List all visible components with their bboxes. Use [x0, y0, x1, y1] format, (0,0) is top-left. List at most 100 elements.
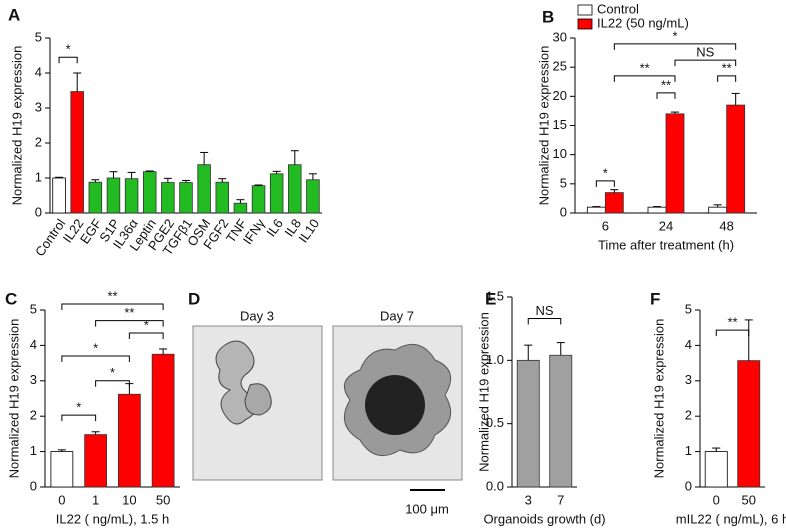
- bar: [142, 171, 157, 214]
- significance-label: *: [144, 317, 149, 332]
- significance-label: *: [672, 28, 677, 43]
- y-tick-label: 15: [553, 117, 567, 132]
- bar: [288, 164, 302, 214]
- bar: [118, 393, 141, 488]
- bar: [70, 91, 84, 214]
- y-tick-label: 4: [685, 337, 692, 352]
- y-tick-label: 30: [553, 29, 567, 44]
- y-axis-label: Normalized H19 expression: [476, 312, 491, 472]
- significance-bracket: [61, 355, 130, 363]
- significance-label: **: [107, 288, 117, 303]
- y-tick-label: 0.5: [486, 415, 504, 430]
- y-tick-label: 4: [35, 64, 42, 79]
- bar: [84, 434, 107, 488]
- significance-bracket: [717, 75, 737, 82]
- y-tick-label: 1: [35, 169, 42, 184]
- y-tick-label: 0.0: [486, 478, 504, 493]
- x-tick-label: 48: [719, 218, 733, 233]
- x-tick-label: 0: [58, 492, 65, 507]
- bar: [151, 353, 175, 488]
- significance-bracket: [58, 56, 78, 64]
- significance-bracket: [527, 318, 562, 325]
- organoid: [244, 383, 272, 416]
- significance-bracket: [95, 320, 164, 327]
- bar: [704, 451, 728, 488]
- y-axis-label: Normalized H19 expression: [6, 319, 21, 479]
- bar: [106, 177, 121, 214]
- organoid-images: [192, 325, 463, 491]
- y-tick-label: 1: [30, 443, 37, 458]
- significance-bracket: [613, 43, 737, 50]
- y-axis-label: Normalized H19 expression: [9, 46, 24, 206]
- y-axis-label: Normalized H19 expression: [536, 46, 551, 206]
- bar: [197, 164, 211, 214]
- significance-label: **: [722, 60, 732, 75]
- x-tick-label: IL10: [295, 216, 322, 245]
- x-axis-label: mIL22 ( ng/mL), 6 h: [676, 511, 786, 526]
- y-tick-label: 5: [35, 29, 42, 44]
- y-tick-label: 4: [30, 337, 37, 352]
- significance-bracket: [61, 414, 97, 422]
- bar: [251, 185, 266, 214]
- x-tick-label: 0: [713, 492, 720, 507]
- x-tick-label: 6: [602, 218, 609, 233]
- significance-label: *: [110, 365, 115, 380]
- y-tick-label: 20: [553, 88, 567, 103]
- x-tick-label: 24: [659, 218, 673, 233]
- bar: [124, 178, 139, 214]
- panel-label: A: [8, 5, 20, 24]
- bar: [215, 181, 230, 214]
- significance-label: *: [76, 400, 81, 415]
- legend-label: IL22 (50 ng/mL): [597, 15, 689, 30]
- image-caption: Day 7: [380, 308, 414, 323]
- x-tick-label: 50: [156, 492, 170, 507]
- y-tick-label: 10: [553, 146, 567, 161]
- significance-label: *: [603, 165, 608, 180]
- legend-swatch: [577, 4, 593, 16]
- x-axis-label: Time after treatment (h): [598, 237, 734, 252]
- significance-bracket: [128, 332, 164, 340]
- x-tick-label: 7: [557, 492, 564, 507]
- bar: [737, 360, 761, 488]
- y-tick-label: 5: [560, 175, 567, 190]
- bar: [179, 182, 193, 214]
- y-axis-label: Normalized H19 expression: [651, 319, 666, 479]
- y-tick-label: 2: [35, 134, 42, 149]
- scale-label: 100 μm: [405, 501, 449, 516]
- bar: [549, 354, 573, 488]
- significance-bracket: [613, 75, 676, 82]
- x-tick-label: 50: [742, 492, 756, 507]
- bar: [306, 179, 320, 214]
- bar: [604, 192, 624, 214]
- legend-label: Control: [597, 1, 639, 16]
- significance-label: **: [640, 60, 650, 75]
- y-tick-label: 3: [685, 372, 692, 387]
- bar: [88, 181, 103, 214]
- bar: [647, 206, 667, 214]
- panel-label: D: [188, 289, 200, 308]
- bar: [161, 182, 175, 214]
- x-tick-label: 3: [525, 492, 532, 507]
- y-tick-label: 5: [30, 301, 37, 316]
- significance-bracket: [715, 329, 750, 337]
- y-tick-label: 0: [685, 478, 692, 493]
- significance-label: *: [93, 340, 98, 355]
- significance-bracket: [674, 59, 737, 67]
- significance-label: NS: [696, 45, 714, 60]
- bar: [708, 206, 728, 214]
- significance-bracket: [95, 380, 130, 387]
- image-caption: Day 3: [240, 308, 274, 323]
- significance-bracket: [656, 92, 676, 99]
- bar: [233, 202, 248, 214]
- y-tick-label: 3: [30, 372, 37, 387]
- y-tick-label: 1.0: [486, 352, 504, 367]
- panel-label: B: [542, 7, 554, 26]
- y-tick-label: 0: [30, 478, 37, 493]
- significance-label: **: [727, 315, 737, 330]
- significance-bracket: [595, 180, 615, 187]
- bar: [269, 173, 284, 214]
- significance-bracket: [61, 303, 164, 310]
- x-axis-label: Organoids growth (d): [483, 511, 605, 526]
